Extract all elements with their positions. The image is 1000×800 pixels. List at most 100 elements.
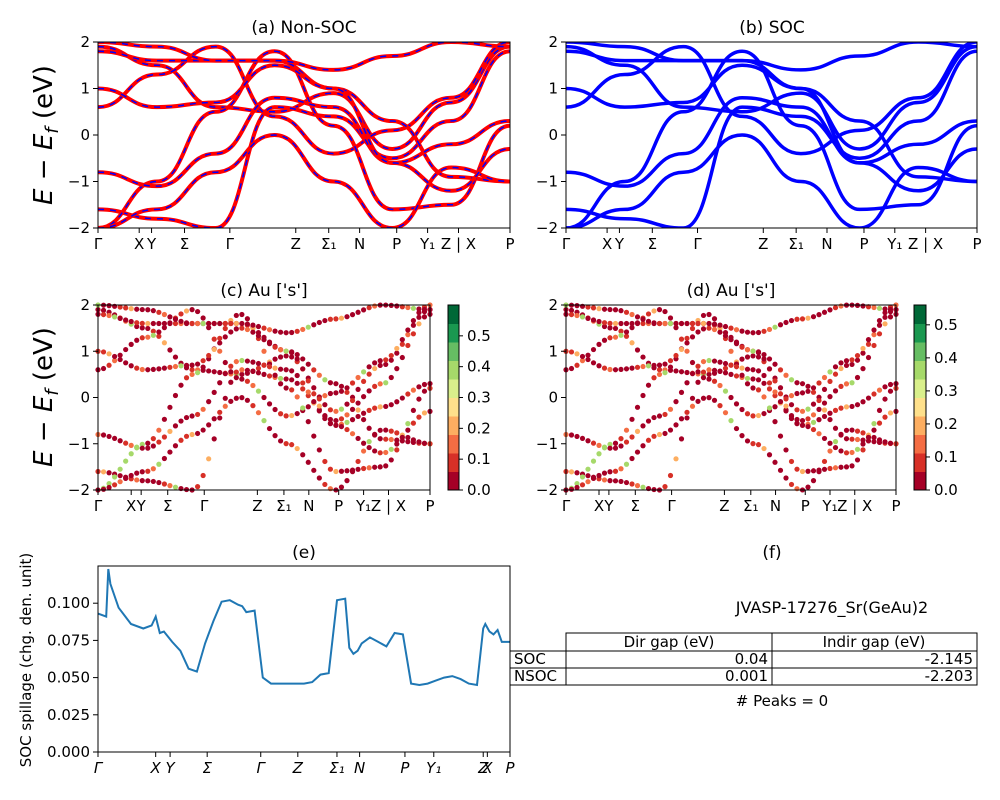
projection-point [250, 322, 256, 328]
projection-point [618, 366, 624, 373]
projection-point [766, 452, 773, 458]
xtick-label: Y [146, 235, 157, 253]
projection-point [233, 358, 239, 365]
projection-point [211, 320, 217, 327]
projection-point [283, 353, 289, 359]
projection-point [827, 369, 833, 375]
ytick-label: 2 [548, 296, 558, 314]
projection-point [689, 320, 696, 327]
table-row-nsoc-label: NSOC [514, 667, 557, 685]
projection-point [189, 413, 195, 419]
projection-point [189, 367, 195, 373]
projection-point [261, 394, 267, 401]
projection-point [678, 416, 685, 422]
projection-point [711, 397, 718, 403]
projection-point [596, 451, 602, 457]
projection-point [305, 418, 311, 425]
projection-point [117, 466, 123, 472]
ytick-label: 2 [548, 33, 558, 51]
projection-point [596, 442, 602, 448]
projection-point [607, 335, 613, 341]
projection-point [327, 380, 333, 386]
projection-point [706, 320, 712, 327]
projection-point [189, 307, 195, 313]
projection-point [568, 365, 575, 372]
projection-point [640, 484, 646, 490]
projection-point [590, 317, 597, 323]
projection-point [816, 417, 822, 423]
projection-point [272, 344, 278, 350]
projection-point [200, 406, 206, 412]
projection-point [871, 439, 877, 445]
projection-point [355, 400, 361, 406]
projection-point [294, 380, 300, 386]
projection-point [145, 334, 151, 340]
xtick-label: Γ [94, 235, 103, 253]
projection-point [684, 369, 690, 376]
panel-e-frame [97, 565, 511, 753]
projection-point [733, 341, 740, 347]
projection-point [344, 468, 350, 474]
projection-point [405, 332, 411, 338]
panel-f-gap-table: (f) JVASP-17276_Sr(GeAu)2 Dir gap (eV) I… [509, 543, 978, 710]
projection-point [728, 418, 734, 424]
projection-point [333, 390, 339, 396]
projection-point [623, 461, 630, 467]
projection-point [289, 387, 295, 393]
ytick-label: 2 [80, 33, 90, 51]
projection-point [871, 327, 877, 333]
xtick-label: P [972, 235, 981, 253]
projection-point [211, 436, 217, 442]
projection-point [156, 427, 162, 433]
projection-point [882, 310, 888, 316]
projection-point [684, 409, 690, 415]
projection-point [405, 421, 411, 427]
projection-point [706, 367, 712, 373]
projection-point [189, 371, 195, 378]
ytick-label: −1 [68, 435, 90, 453]
projection-point [366, 465, 372, 471]
projection-point [783, 396, 789, 402]
projection-point [761, 372, 767, 379]
projection-point [349, 431, 356, 437]
projection-point [344, 426, 350, 433]
colorbar-segment [448, 434, 459, 454]
projection-point [250, 329, 256, 335]
projection-point [410, 318, 416, 324]
projection-point [233, 375, 239, 381]
projection-point [139, 320, 145, 326]
projection-point [239, 325, 245, 331]
projection-point [651, 308, 657, 314]
panel-a-title: (a) Non-SOC [251, 18, 356, 38]
projection-point [405, 427, 411, 433]
projection-point [755, 350, 762, 356]
projection-point [777, 391, 784, 397]
projection-point [377, 436, 383, 442]
projection-point [106, 470, 112, 476]
projection-point [711, 326, 718, 333]
projection-point [832, 305, 839, 311]
projection-point [640, 354, 646, 360]
panel-f-title: (f) [762, 543, 781, 563]
xtick-label: N [770, 497, 781, 515]
ytick-label: 1 [80, 342, 90, 360]
projection-point [394, 303, 400, 309]
projection-point [860, 303, 866, 309]
projection-point [684, 340, 690, 346]
projection-point [805, 468, 811, 474]
projection-point [618, 332, 624, 338]
projection-point [574, 312, 580, 319]
projection-point [139, 366, 145, 373]
gap-table [509, 632, 978, 686]
projection-point [172, 320, 179, 327]
projection-point [405, 327, 411, 333]
colorbar-segment [448, 323, 459, 343]
projection-point [106, 481, 112, 487]
band-line-blue-dash [98, 64, 510, 192]
projection-point [590, 360, 597, 366]
projection-point [761, 356, 767, 362]
projection-point [695, 379, 701, 385]
projection-point [849, 403, 855, 410]
xtick-label: Z [292, 759, 304, 777]
projection-point [283, 385, 289, 391]
